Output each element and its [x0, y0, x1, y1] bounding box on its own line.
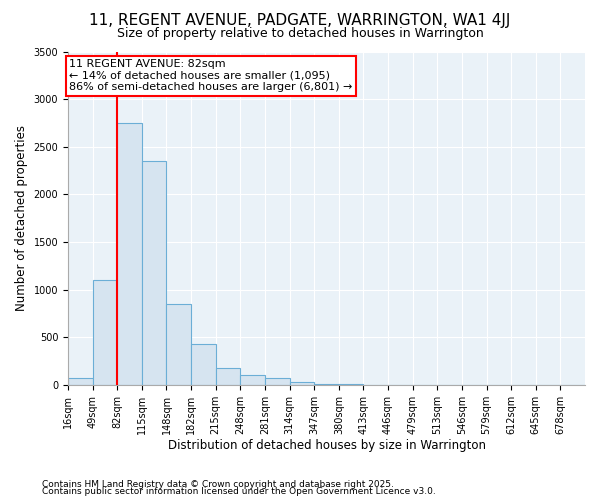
Text: Contains HM Land Registry data © Crown copyright and database right 2025.: Contains HM Land Registry data © Crown c… — [42, 480, 394, 489]
Bar — [216, 368, 241, 385]
Bar — [92, 280, 117, 385]
Bar — [117, 123, 142, 385]
Text: 11 REGENT AVENUE: 82sqm
← 14% of detached houses are smaller (1,095)
86% of semi: 11 REGENT AVENUE: 82sqm ← 14% of detache… — [69, 59, 353, 92]
Bar — [166, 304, 191, 385]
Y-axis label: Number of detached properties: Number of detached properties — [15, 125, 28, 311]
Text: Size of property relative to detached houses in Warrington: Size of property relative to detached ho… — [116, 28, 484, 40]
Text: 11, REGENT AVENUE, PADGATE, WARRINGTON, WA1 4JJ: 11, REGENT AVENUE, PADGATE, WARRINGTON, … — [89, 12, 511, 28]
Bar — [142, 161, 166, 385]
Text: Contains public sector information licensed under the Open Government Licence v3: Contains public sector information licen… — [42, 487, 436, 496]
Bar — [191, 344, 216, 385]
Bar — [314, 384, 339, 385]
Bar — [241, 376, 265, 385]
X-axis label: Distribution of detached houses by size in Warrington: Distribution of detached houses by size … — [167, 440, 485, 452]
Bar — [290, 382, 314, 385]
Bar — [265, 378, 290, 385]
Bar — [68, 378, 92, 385]
